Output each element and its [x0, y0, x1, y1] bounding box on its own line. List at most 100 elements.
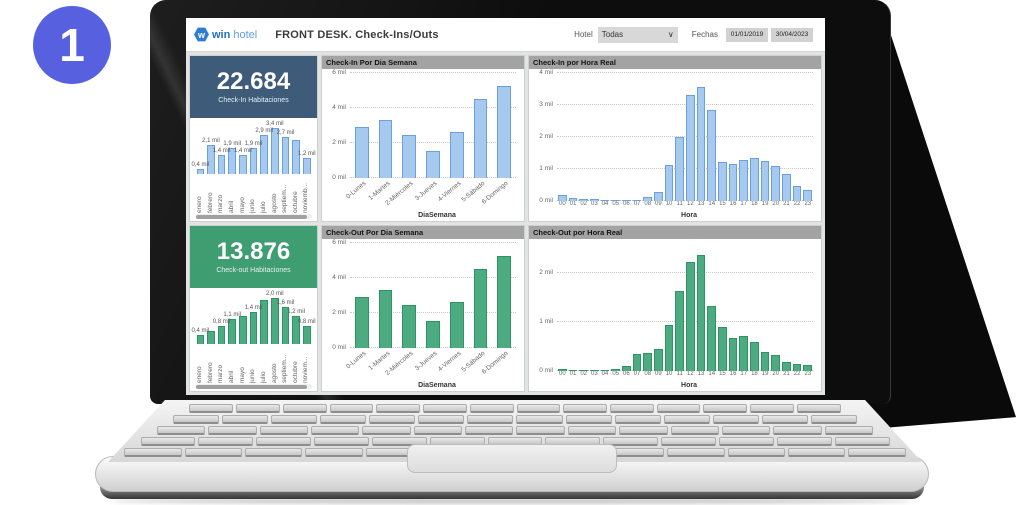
bar-23[interactable] — [803, 190, 813, 201]
bar-06[interactable] — [622, 366, 631, 371]
bar-04[interactable] — [600, 200, 610, 201]
bar-03[interactable] — [590, 370, 599, 371]
bar-17[interactable] — [739, 336, 749, 371]
bar-15[interactable] — [718, 161, 727, 201]
bar-12[interactable] — [686, 261, 695, 371]
bar-08[interactable] — [643, 353, 653, 371]
bar-21[interactable] — [782, 173, 791, 201]
bar-marzo[interactable] — [217, 154, 226, 174]
x-tick-label: 13 — [697, 371, 705, 377]
bar-1-Martes[interactable] — [378, 120, 393, 178]
bar-noviem...[interactable] — [302, 325, 311, 344]
bar-17[interactable] — [739, 160, 749, 201]
checkin-kpi-value: 22.684 — [216, 68, 291, 95]
bar-19[interactable] — [760, 161, 770, 201]
bar-2-Miércoles[interactable] — [402, 135, 417, 178]
hotel-dropdown[interactable]: Todas ∨ — [597, 26, 678, 43]
bar-14[interactable] — [707, 109, 717, 201]
bar-4-Viernes[interactable] — [449, 301, 464, 348]
mini-chart-scrollbar[interactable] — [195, 214, 312, 219]
bar-5-Sábado[interactable] — [473, 269, 488, 348]
bar-18[interactable] — [750, 342, 759, 371]
bar-junio[interactable] — [249, 311, 258, 344]
bar-20[interactable] — [771, 165, 781, 201]
bar-00[interactable] — [558, 195, 567, 201]
bar-enero[interactable] — [196, 168, 205, 174]
bar-22[interactable] — [792, 185, 802, 201]
bar-octubre[interactable] — [292, 316, 300, 344]
bar-mayo[interactable] — [239, 154, 247, 174]
laptop-key — [703, 404, 748, 413]
bar-00[interactable] — [558, 368, 567, 371]
bar-0-Lunes[interactable] — [355, 127, 369, 178]
bar-6-Domingo[interactable] — [497, 86, 512, 178]
bar-16[interactable] — [728, 164, 738, 201]
chevron-down-icon: ∨ — [667, 29, 674, 39]
bar-19[interactable] — [760, 352, 770, 371]
bar-enero[interactable] — [196, 334, 205, 344]
bar-03[interactable] — [590, 199, 599, 201]
x-tick: 11 — [674, 371, 685, 380]
bar-5-Sábado[interactable] — [473, 99, 488, 178]
bar-07[interactable] — [632, 353, 642, 371]
bar-agosto[interactable] — [270, 128, 279, 174]
x-tick: 03 — [589, 201, 600, 210]
bar-14[interactable] — [707, 306, 717, 371]
bar-julio[interactable] — [260, 300, 268, 344]
bar-05[interactable] — [611, 368, 621, 371]
bar-marzo[interactable] — [217, 325, 226, 344]
bar-13[interactable] — [696, 255, 706, 371]
bar-13[interactable] — [696, 87, 706, 201]
bar-septiem...[interactable] — [281, 137, 290, 174]
bar-abril[interactable] — [228, 148, 237, 174]
bar-0-Lunes[interactable] — [355, 297, 369, 348]
bar-08[interactable] — [643, 197, 653, 201]
bar-4-Viernes[interactable] — [449, 131, 464, 178]
bar-julio[interactable] — [260, 134, 268, 174]
bar-agosto[interactable] — [270, 298, 279, 344]
bar-octubre[interactable] — [292, 140, 300, 174]
bar-2-Miércoles[interactable] — [402, 305, 417, 348]
bar-21[interactable] — [782, 361, 791, 371]
bar-09[interactable] — [654, 349, 663, 371]
bar-mayo[interactable] — [239, 316, 247, 344]
bar-abril[interactable] — [228, 318, 237, 344]
scrollbar-thumb[interactable] — [196, 214, 308, 219]
bar-01[interactable] — [568, 198, 578, 201]
bar-07[interactable] — [632, 200, 642, 201]
bar-10[interactable] — [664, 325, 674, 371]
bar-1-Martes[interactable] — [378, 290, 393, 348]
bar-noviemb...[interactable] — [302, 157, 311, 174]
bar-18[interactable] — [750, 158, 759, 201]
bar-12[interactable] — [686, 95, 695, 201]
bar-01[interactable] — [568, 369, 578, 371]
bar-02[interactable] — [579, 198, 589, 201]
x-tick-label: julio — [260, 201, 267, 213]
bar-3-Jueves[interactable] — [426, 320, 440, 348]
bar-3-Jueves[interactable] — [426, 150, 440, 178]
bar-05[interactable] — [611, 200, 621, 201]
bar-22[interactable] — [792, 363, 802, 371]
bar-febrero[interactable] — [207, 331, 215, 344]
bar-15[interactable] — [718, 326, 727, 371]
bar-febrero[interactable] — [207, 145, 215, 174]
bar-11[interactable] — [675, 137, 685, 201]
scrollbar-thumb[interactable] — [196, 384, 308, 389]
mini-chart-scrollbar[interactable] — [195, 384, 312, 389]
bar-04[interactable] — [600, 369, 610, 371]
bar-junio[interactable] — [249, 148, 258, 174]
bar-10[interactable] — [664, 165, 674, 201]
bar-23[interactable] — [803, 365, 813, 371]
bar-16[interactable] — [728, 337, 738, 371]
bar-septiem...[interactable] — [281, 307, 290, 344]
bar-20[interactable] — [771, 354, 781, 371]
date-from-input[interactable]: 01/01/2019 — [726, 27, 768, 42]
bar-6-Domingo[interactable] — [497, 256, 512, 348]
bar-column — [664, 73, 674, 201]
bar-09[interactable] — [654, 192, 663, 201]
bar-02[interactable] — [579, 370, 589, 371]
x-tick-label: abril — [228, 370, 235, 383]
bar-06[interactable] — [622, 200, 631, 201]
date-to-input[interactable]: 30/04/2023 — [771, 27, 813, 42]
bar-11[interactable] — [675, 291, 685, 371]
